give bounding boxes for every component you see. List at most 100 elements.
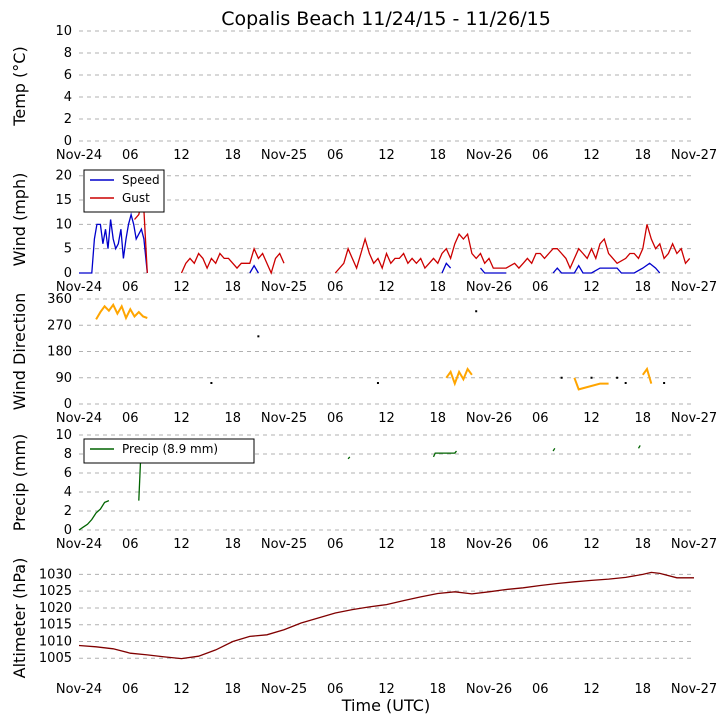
x-tick-label: 18 <box>429 682 446 697</box>
y-tick-label: 4 <box>64 90 72 105</box>
y-tick-label: 8 <box>64 46 72 61</box>
x-tick-label: Nov-27 <box>671 411 717 426</box>
y-tick-label: 6 <box>64 466 72 481</box>
x-tick-label: 06 <box>532 537 549 552</box>
x-tick-label: 18 <box>224 411 241 426</box>
x-tick-label: Nov-27 <box>671 537 717 552</box>
direction-point <box>624 382 627 384</box>
y-tick-label: 4 <box>64 485 72 500</box>
x-tick-label: 12 <box>378 537 395 552</box>
x-tick-label: 18 <box>224 682 241 697</box>
x-tick-label: 06 <box>327 537 344 552</box>
x-tick-label: 06 <box>327 148 344 163</box>
y-tick-label: 5 <box>64 242 72 257</box>
y-tick-label: 1030 <box>39 567 72 582</box>
x-tick-label: 12 <box>173 148 190 163</box>
y-tick-label: 1005 <box>39 651 72 666</box>
y-axis-label-direction: Wind Direction <box>10 293 29 411</box>
series-line-direction <box>445 366 473 387</box>
panel-temp: 0 2 4 6 8 10 Nov-24 06 12 18 Nov-25 06 12 18 Nov-26 06 1… <box>10 24 717 163</box>
x-tick-label: 18 <box>634 280 651 295</box>
panel-direction: 0 90 180 270 360 Nov-24 06 12 18 Nov-25 06 12 18 Nov-… <box>10 292 717 426</box>
series-line-precip-8-9-mm- <box>432 450 457 458</box>
x-tick-label: Nov-25 <box>261 682 307 697</box>
x-tick-label: Nov-24 <box>56 682 102 697</box>
x-tick-label: 12 <box>583 682 600 697</box>
x-tick-label: 18 <box>429 148 446 163</box>
y-tick-label: 360 <box>47 292 72 307</box>
direction-point <box>475 310 478 313</box>
direction-point <box>210 382 213 384</box>
series-line-altimeter <box>78 571 694 660</box>
series-line-gust <box>180 246 285 275</box>
y-tick-label: 0 <box>64 266 72 281</box>
x-tick-label: Nov-26 <box>466 411 512 426</box>
x-tick-label: 12 <box>378 280 395 295</box>
x-tick-label: 06 <box>327 411 344 426</box>
series-line-speed <box>441 262 452 274</box>
y-tick-label: 0 <box>64 397 72 412</box>
x-axis-label: Time (UTC) <box>341 696 430 715</box>
series-line-direction <box>573 377 609 391</box>
direction-point <box>663 382 666 384</box>
x-tick-label: 18 <box>429 537 446 552</box>
y-tick-label: 90 <box>55 371 72 386</box>
x-tick-label: 06 <box>532 682 549 697</box>
series-line-speed <box>249 264 259 274</box>
chart-title: Copalis Beach 11/24/15 - 11/26/15 <box>221 8 551 30</box>
x-tick-label: 18 <box>429 411 446 426</box>
y-tick-label: 15 <box>55 193 72 208</box>
series-line-direction <box>641 366 653 384</box>
legend-label: Speed <box>122 173 160 187</box>
y-tick-label: 1015 <box>39 618 72 633</box>
x-tick-label: Nov-27 <box>671 280 717 295</box>
x-tick-label: 12 <box>173 411 190 426</box>
y-tick-label: 2 <box>64 112 72 127</box>
y-tick-label: 10 <box>55 24 72 39</box>
y-axis-label-wind: Wind (mph) <box>10 173 29 267</box>
x-tick-label: Nov-26 <box>466 537 512 552</box>
x-tick-label: Nov-26 <box>466 280 512 295</box>
y-tick-label: 1020 <box>39 601 72 616</box>
series-line-gust <box>334 224 691 274</box>
x-tick-label: 06 <box>327 280 344 295</box>
legend-label: Precip (8.9 mm) <box>122 442 218 456</box>
direction-point <box>616 376 619 379</box>
series-line-precip-8-9-mm- <box>78 500 110 531</box>
y-tick-label: 20 <box>55 169 72 184</box>
series-line-precip-8-9-mm- <box>347 456 351 460</box>
x-tick-label: 06 <box>532 280 549 295</box>
x-tick-label: Nov-27 <box>671 682 717 697</box>
y-axis-label-altimeter: Altimeter (hPa) <box>10 558 29 679</box>
x-tick-label: 12 <box>378 411 395 426</box>
x-tick-label: 12 <box>583 537 600 552</box>
legend-box <box>83 169 165 213</box>
series-line-precip-8-9-mm- <box>637 445 641 449</box>
y-tick-label: 10 <box>55 217 72 232</box>
x-tick-label: 06 <box>122 148 139 163</box>
x-tick-label: Nov-26 <box>466 148 512 163</box>
x-tick-label: 06 <box>532 148 549 163</box>
y-tick-label: 1025 <box>39 584 72 599</box>
panel-precip: 0 2 4 6 8 10 Nov-24 06 12 18 Nov-25 06 12 18 Nov-26 06 1… <box>10 428 717 552</box>
x-tick-label: 12 <box>378 682 395 697</box>
direction-point <box>560 376 563 379</box>
x-tick-label: Nov-24 <box>56 537 102 552</box>
x-tick-label: Nov-24 <box>56 280 102 295</box>
x-tick-label: 18 <box>224 280 241 295</box>
x-tick-label: Nov-25 <box>261 537 307 552</box>
x-tick-label: 18 <box>429 280 446 295</box>
x-tick-label: 18 <box>224 148 241 163</box>
legend-label: Gust <box>122 191 150 205</box>
x-tick-label: 12 <box>173 280 190 295</box>
y-tick-label: 6 <box>64 68 72 83</box>
legend-box <box>83 438 255 464</box>
x-tick-label: 06 <box>122 411 139 426</box>
y-tick-label: 8 <box>64 447 72 462</box>
y-tick-label: 270 <box>47 318 72 333</box>
x-tick-label: 12 <box>583 280 600 295</box>
series-line-speed <box>480 267 507 274</box>
direction-point <box>590 376 593 379</box>
